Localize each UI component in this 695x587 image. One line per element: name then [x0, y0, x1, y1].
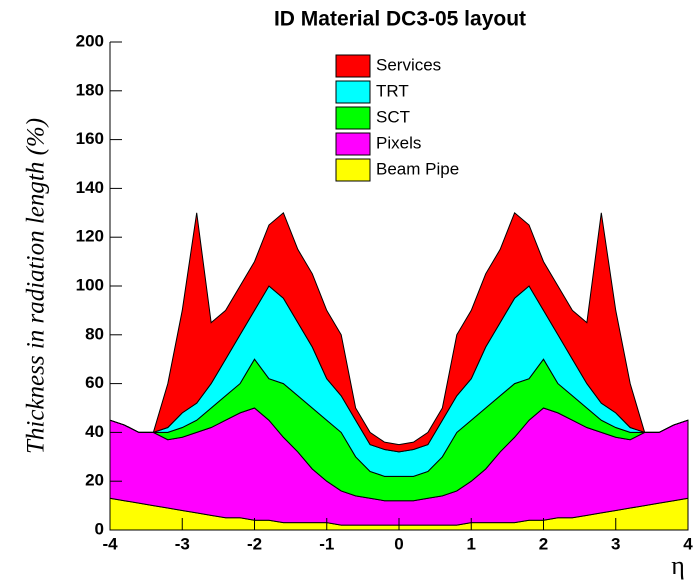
legend-label: Pixels [376, 133, 421, 152]
legend-label: SCT [376, 107, 410, 126]
x-tick-label: 0 [394, 534, 403, 553]
y-tick-label: 120 [76, 227, 104, 246]
chart-title: ID Material DC3-05 layout [274, 8, 526, 31]
legend-swatch [335, 158, 371, 182]
y-tick-label: 160 [76, 129, 104, 148]
y-tick-label: 40 [85, 422, 104, 441]
x-axis-label: η [671, 551, 685, 580]
legend-label: Beam Pipe [376, 159, 459, 178]
y-tick-label: 180 [76, 80, 104, 99]
area [109, 211, 689, 453]
legend-swatch [335, 132, 371, 156]
legend-swatch [335, 54, 371, 78]
x-tick-label: 3 [611, 534, 620, 553]
y-tick-label: 80 [85, 324, 104, 343]
x-tick-label: -4 [102, 534, 118, 553]
y-axis-label: Thickness in radiation length (%) [23, 118, 50, 454]
legend-swatch [335, 106, 371, 130]
y-tick-label: 20 [85, 471, 104, 490]
legend-label: TRT [376, 81, 409, 100]
y-tick-label: 60 [85, 373, 104, 392]
x-tick-label: 1 [467, 534, 476, 553]
x-tick-label: 4 [683, 534, 693, 553]
legend-swatch [335, 80, 371, 104]
x-tick-label: -2 [247, 534, 262, 553]
y-tick-label: 0 [95, 519, 104, 538]
x-tick-label: 2 [539, 534, 548, 553]
y-tick-label: 200 [76, 31, 104, 50]
y-tick-label: 100 [76, 275, 104, 294]
x-tick-label: -3 [175, 534, 190, 553]
y-tick-label: 140 [76, 178, 104, 197]
x-tick-label: -1 [319, 534, 334, 553]
legend-label: Services [376, 55, 441, 74]
